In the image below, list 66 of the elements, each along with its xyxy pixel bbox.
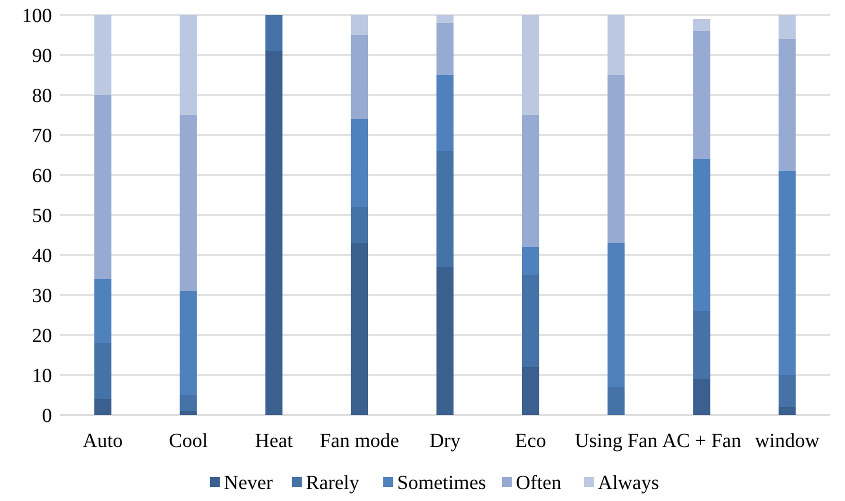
bar — [350, 35, 368, 119]
y-tick-label: 30 — [32, 285, 52, 307]
bar — [693, 379, 710, 415]
bar — [180, 395, 197, 411]
bar — [693, 311, 710, 379]
bar — [94, 343, 112, 399]
y-tick-label: 100 — [22, 5, 52, 27]
bar — [436, 15, 454, 23]
x-tick-label: Auto — [82, 430, 123, 452]
bar — [522, 275, 540, 367]
bar — [350, 15, 368, 35]
x-tick-label: Fan mode — [320, 430, 400, 452]
legend-label: Sometimes — [397, 472, 486, 494]
bar — [350, 207, 368, 243]
bar — [180, 15, 197, 115]
legend-label: Rarely — [306, 472, 360, 494]
bar — [180, 115, 197, 291]
y-tick-label: 70 — [32, 125, 52, 147]
bar — [94, 15, 112, 95]
legend-label: Never — [224, 472, 274, 494]
bar — [608, 387, 625, 415]
bar — [608, 15, 625, 75]
bar — [693, 19, 710, 31]
bar — [522, 15, 540, 115]
bar — [265, 51, 282, 415]
bar — [778, 39, 796, 171]
bar — [522, 367, 540, 415]
bar — [350, 243, 368, 415]
x-tick-label: Using Fan — [574, 430, 658, 452]
bar — [436, 151, 454, 267]
bar — [693, 159, 710, 311]
legend-label: Often — [516, 472, 562, 494]
y-tick-label: 20 — [32, 325, 52, 347]
bar — [94, 399, 112, 415]
x-tick-label: Cool — [168, 430, 208, 452]
bar — [778, 171, 796, 375]
y-tick-label: 60 — [32, 165, 52, 187]
y-tick-label: 10 — [32, 365, 52, 387]
bar — [436, 267, 454, 415]
bar — [436, 23, 454, 75]
y-tick-label: 0 — [42, 405, 52, 427]
bar — [608, 75, 625, 243]
bar — [778, 407, 796, 415]
bar — [436, 75, 454, 151]
bar — [608, 243, 625, 387]
x-tick-label: window — [754, 430, 820, 452]
y-tick-label: 80 — [32, 85, 52, 107]
x-tick-label: Dry — [429, 430, 461, 452]
y-tick-label: 50 — [32, 205, 52, 227]
bar — [94, 95, 112, 279]
bar — [778, 15, 796, 39]
legend-label: Always — [598, 472, 660, 494]
bar — [180, 291, 197, 395]
bar — [522, 247, 540, 275]
bar — [350, 119, 368, 207]
bar — [180, 411, 197, 415]
y-tick-label: 40 — [32, 245, 52, 267]
bar — [693, 31, 710, 159]
bar — [94, 279, 112, 343]
x-tick-label: AC + Fan — [662, 430, 742, 452]
bar — [778, 375, 796, 407]
x-tick-label: Heat — [255, 430, 294, 452]
bar — [522, 115, 540, 247]
bar — [265, 15, 282, 51]
x-tick-label: Eco — [515, 430, 546, 452]
y-tick-label: 90 — [32, 45, 52, 67]
